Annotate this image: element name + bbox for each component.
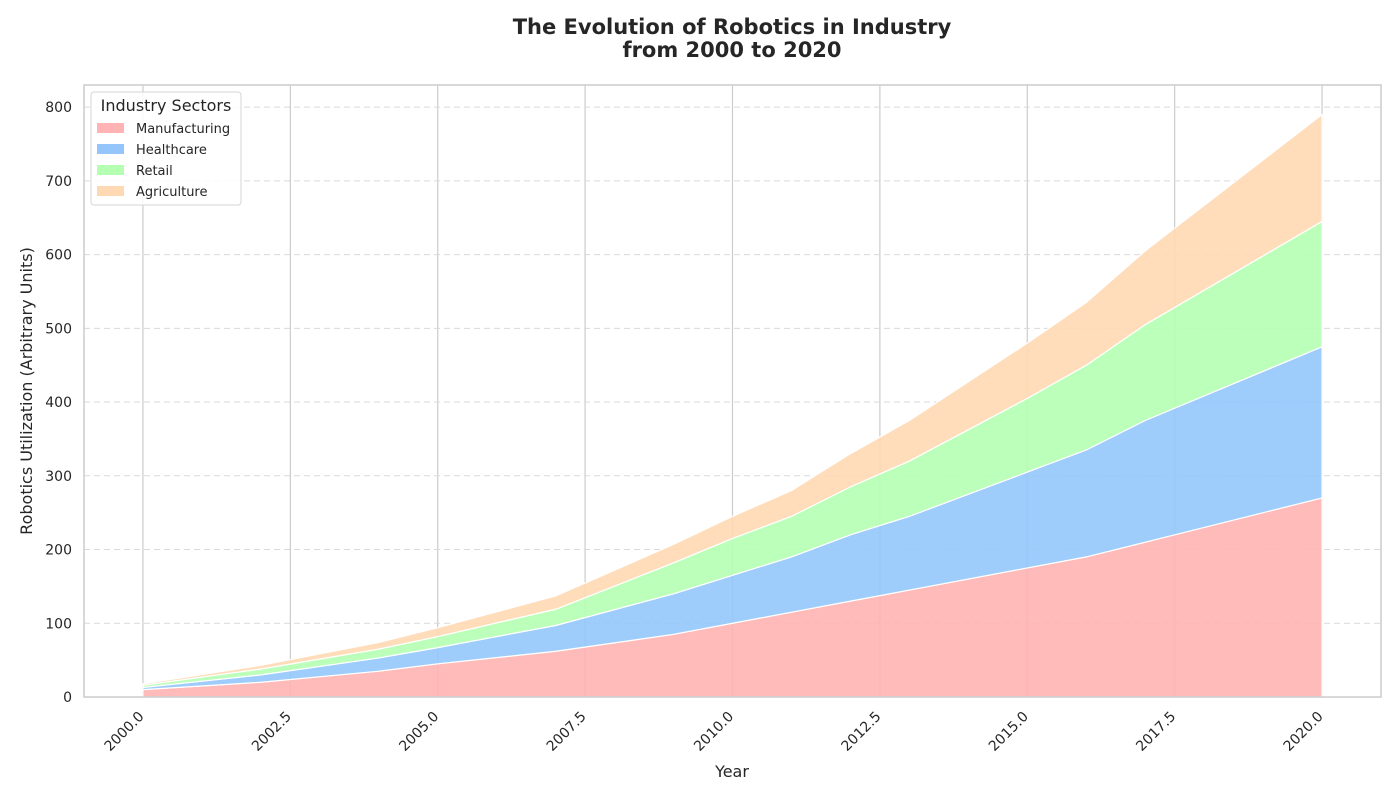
legend-box (90, 91, 242, 206)
y-tick-label: 200 (45, 543, 72, 559)
y-tick-label: 700 (45, 174, 72, 190)
x-tick-label: 2007.5 (544, 709, 590, 755)
legend-swatch-agriculture (97, 186, 124, 196)
x-tick-label: 2010.0 (691, 709, 737, 755)
y-tick-label: 600 (45, 248, 72, 264)
y-tick-label: 0 (63, 690, 72, 706)
plot-frame (83, 84, 1382, 698)
y-tick-label: 500 (45, 321, 72, 337)
legend-title: Industry Sectors (101, 96, 232, 115)
legend-label-healthcare: Healthcare (136, 143, 207, 158)
x-tick-label: 2017.5 (1133, 709, 1179, 755)
x-tick-label: 2015.0 (986, 709, 1032, 755)
legend-swatch-retail (97, 165, 124, 175)
x-tick-labels: 2000.0 2002.5 2005.0 2007.5 2010.0 2012.5 2015… (102, 709, 1327, 755)
y-axis-label: Robotics Utilization (Arbitrary Units) (17, 247, 36, 535)
legend-label-manufacturing: Manufacturing (136, 122, 230, 137)
x-tick-label: 2002.5 (249, 709, 295, 755)
legend: Industry Sectors Manufacturing Healthcare… (90, 91, 242, 206)
y-tick-label: 300 (45, 469, 72, 485)
x-tick-label: 2005.0 (396, 709, 442, 755)
legend-swatch-healthcare (97, 144, 124, 154)
x-tick-label: 2012.5 (839, 709, 885, 755)
y-tick-label: 400 (45, 395, 72, 411)
y-tick-labels: 0 100 200 300 400 500 600 700 800 (45, 100, 72, 706)
x-tick-label: 2020.0 (1281, 709, 1327, 755)
chart-title-line-1: The Evolution of Robotics in Industry (513, 15, 952, 39)
x-axis-label: Year (714, 762, 749, 781)
legend-items: Manufacturing Healthcare Retail Agriculture (97, 122, 230, 200)
y-tick-label: 800 (45, 100, 72, 116)
legend-swatch-manufacturing (97, 123, 124, 133)
y-tick-label: 100 (45, 616, 72, 632)
chart-title-line-2: from 2000 to 2020 (622, 38, 841, 62)
legend-label-retail: Retail (136, 164, 173, 179)
x-tick-label: 2000.0 (102, 709, 148, 755)
legend-label-agriculture: Agriculture (136, 185, 208, 200)
area-agriculture (142, 113, 1323, 686)
